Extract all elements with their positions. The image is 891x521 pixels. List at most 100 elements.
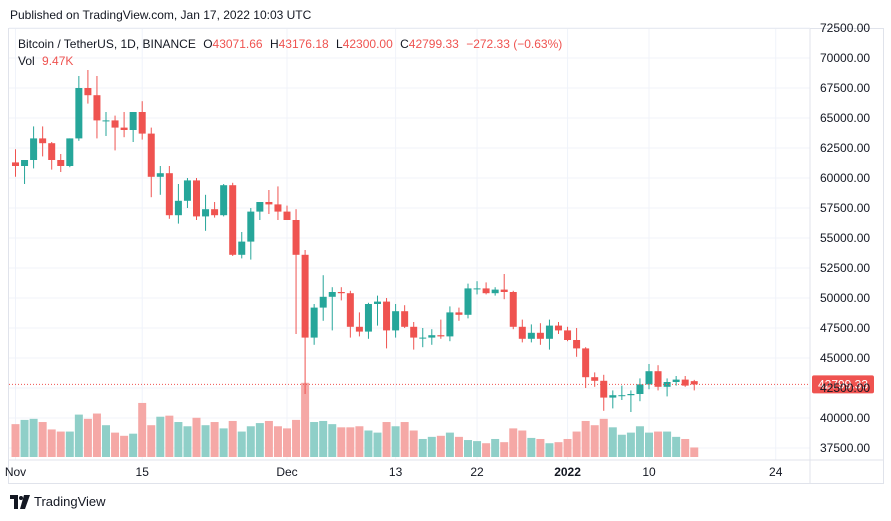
volume-bar: [83, 418, 92, 457]
volume-bar: [581, 420, 590, 457]
time-tick-label: Dec: [276, 465, 297, 479]
volume-bar: [228, 420, 237, 457]
legend-volume-row: Vol 9.47K: [18, 53, 562, 70]
candle-body: [12, 162, 19, 166]
price-tick-label: 37500.00: [820, 441, 870, 455]
volume-bar: [599, 418, 608, 457]
volume-bar: [681, 438, 690, 457]
volume-bar: [536, 438, 545, 457]
candle-body: [645, 371, 653, 385]
volume-bar: [500, 442, 509, 457]
candle-body: [609, 395, 617, 398]
candle-body: [310, 307, 318, 338]
candle-body: [238, 241, 246, 255]
candle-body: [364, 304, 372, 332]
volume-bar: [328, 424, 337, 457]
volume-bar: [38, 422, 47, 457]
candle-body: [111, 120, 119, 128]
candle-body: [147, 133, 155, 177]
volume-bar: [183, 426, 192, 457]
legend-ohlc-row: Bitcoin / TetherUS, 1D, BINANCE O43071.6…: [18, 36, 562, 53]
candle-body: [129, 112, 137, 130]
candle-body: [120, 127, 128, 130]
price-tick-label: 60000.00: [820, 171, 870, 185]
volume-bar: [509, 428, 518, 457]
volume-bar: [301, 382, 310, 457]
volume-bar: [572, 431, 581, 457]
price-tick-label: 55000.00: [820, 231, 870, 245]
candle-body: [93, 95, 101, 121]
price-tick-label: 40000.00: [820, 411, 870, 425]
volume-bar: [454, 436, 463, 457]
volume-bar: [210, 422, 219, 457]
footer-brand[interactable]: TradingView: [10, 494, 106, 509]
volume-bar: [364, 430, 373, 457]
legend-close-value: 42799.33: [408, 37, 459, 51]
candle-body: [618, 395, 626, 397]
volume-bar: [382, 422, 391, 457]
candle-body: [165, 173, 173, 216]
volume-bar: [337, 427, 346, 457]
candle-body: [419, 337, 427, 339]
candle-body: [355, 326, 363, 332]
candle-body: [337, 292, 345, 294]
legend-vol-value: 9.47K: [42, 54, 74, 68]
legend-change: −272.33 (−0.63%): [466, 37, 563, 51]
candle-body: [573, 340, 581, 349]
volume-bar: [237, 431, 246, 457]
volume-bar: [129, 433, 138, 457]
volume-bar: [663, 431, 672, 457]
volume-bar: [273, 426, 282, 457]
volume-bar: [319, 420, 328, 457]
legend-vol-label: Vol: [18, 54, 35, 68]
volume-bar: [346, 427, 355, 457]
candle-body: [283, 211, 291, 220]
candle-body: [39, 138, 47, 144]
price-tick-label: 57500.00: [820, 201, 870, 215]
candle-body: [446, 312, 454, 337]
volume-bar: [264, 420, 273, 457]
volume-bar: [473, 441, 482, 457]
volume-bar: [590, 425, 599, 457]
volume-bar: [174, 422, 183, 457]
candle-body: [292, 220, 300, 255]
price-tick-label: 47500.00: [820, 321, 870, 335]
volume-bar: [20, 419, 29, 457]
legend-low-label: L: [336, 37, 343, 51]
candle-body: [672, 379, 680, 382]
candle-body: [410, 326, 418, 338]
volume-bar: [138, 402, 147, 457]
candle-body: [57, 160, 65, 166]
last-price-label: 42799.33: [818, 377, 868, 391]
time-tick-label: 15: [136, 465, 150, 479]
candle-body: [491, 289, 499, 294]
volume-bar: [545, 443, 554, 457]
candle-body: [464, 288, 472, 315]
candle-body: [48, 143, 56, 160]
chart-legend: Bitcoin / TetherUS, 1D, BINANCE O43071.6…: [18, 36, 562, 70]
candle-body: [211, 209, 219, 216]
legend-high-value: 43176.18: [278, 37, 329, 51]
candle-body: [500, 289, 508, 292]
volume-bar: [626, 432, 635, 457]
candle-body: [392, 311, 400, 331]
price-tick-label: 70000.00: [820, 51, 870, 65]
volume-bar: [47, 429, 56, 457]
volume-bar: [201, 425, 210, 457]
candle-body: [518, 326, 526, 339]
candle-body: [627, 394, 635, 396]
candle-body: [138, 112, 146, 134]
candle-body: [156, 173, 164, 177]
volume-bar: [255, 423, 264, 457]
time-tick-label: 10: [642, 465, 656, 479]
time-tick-label: 22: [470, 465, 484, 479]
price-tick-label: 42500.00: [820, 381, 870, 395]
candle-body: [174, 200, 182, 216]
candle-body: [383, 301, 391, 331]
footer-brand-label: TradingView: [34, 494, 106, 509]
volume-bar: [65, 431, 74, 457]
volume-bar: [355, 426, 364, 457]
candle-body: [555, 325, 562, 331]
candle-body: [84, 88, 92, 96]
